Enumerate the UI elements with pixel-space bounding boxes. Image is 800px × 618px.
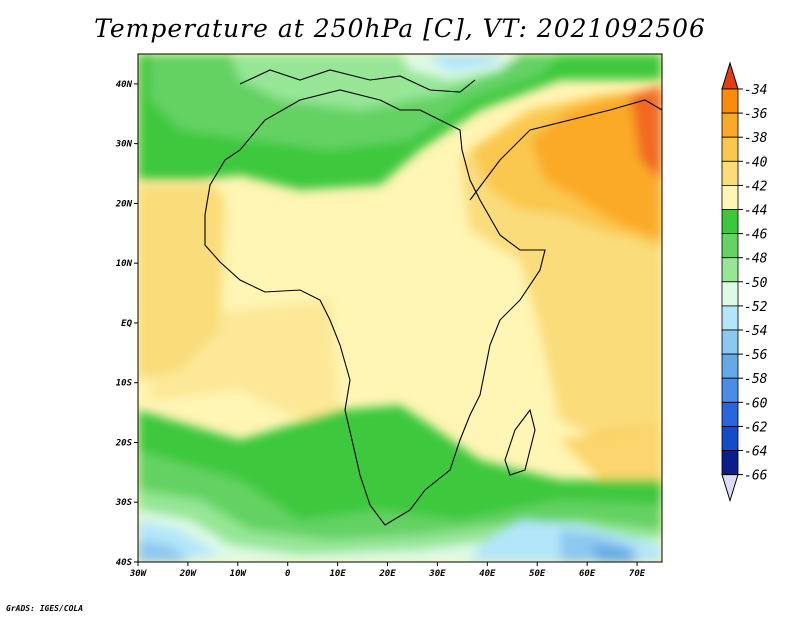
grads-credit: GrADS: IGES/COLA <box>6 604 84 613</box>
colorbar-swatch <box>721 209 739 235</box>
lat-tick-label: 40N <box>116 80 133 90</box>
lon-tick-label: 0 <box>285 569 291 579</box>
lat-tick-label: 40S <box>116 558 133 568</box>
colorbar-label: -52 <box>744 300 768 315</box>
colorbar-label: -60 <box>744 396 768 411</box>
map-title: Temperature at 250hPa [C], VT: 202109250… <box>94 14 706 43</box>
colorbar-swatch <box>721 160 739 186</box>
lon-tick-label: 20W <box>179 569 198 579</box>
colorbar-swatch <box>721 329 739 355</box>
lat-tick-label: 20N <box>115 199 133 209</box>
colorbar-swatch <box>721 184 739 210</box>
colorbar-swatch <box>721 377 739 403</box>
colorbar-label: -62 <box>744 420 768 435</box>
colorbar-label: -44 <box>744 204 767 219</box>
colorbar-label: -66 <box>744 469 768 484</box>
colorbar-label: -54 <box>744 324 767 339</box>
lat-tick-label: 10S <box>116 379 133 389</box>
colorbar-bottom-arrow <box>721 474 739 503</box>
colorbar-label: -50 <box>744 276 768 291</box>
colorbar: -34 -36 -38 -40 -42 -44 -46 -48 -50 -52 -54 -56 -58 -… <box>721 61 768 503</box>
colorbar-swatch <box>721 136 739 162</box>
colorbar-label: -56 <box>744 348 768 363</box>
lon-tick-label: 70E <box>629 569 646 579</box>
lat-tick-label: 30N <box>115 140 133 150</box>
colorbar-swatch <box>721 281 739 307</box>
lon-tick-label: 40E <box>479 569 496 579</box>
colorbar-label: -46 <box>744 228 768 243</box>
colorbar-label: -40 <box>744 155 768 170</box>
colorbar-label: -58 <box>744 372 768 387</box>
latitude-axis: 40N 30N 20N 10N EQ 10S 20S 30S 40S <box>115 80 138 568</box>
lat-tick-label: EQ <box>121 319 132 329</box>
longitude-axis: 30W 20W 10W 0 10E 20E 30E 40E 50E 60E 70E <box>129 562 646 579</box>
colorbar-label: -36 <box>744 107 768 122</box>
colorbar-swatch <box>721 257 739 283</box>
colorbar-swatch <box>721 233 739 259</box>
lon-tick-label: 30E <box>428 569 446 579</box>
temperature-field <box>138 54 662 562</box>
lon-tick-label: 10E <box>329 569 346 579</box>
colorbar-label: -34 <box>744 83 767 98</box>
colorbar-swatch <box>721 450 739 476</box>
colorbar-label: -64 <box>744 445 767 460</box>
colorbar-swatch <box>721 425 739 451</box>
colorbar-swatch <box>721 305 739 331</box>
colorbar-label: -48 <box>744 252 768 267</box>
lat-tick-label: 30S <box>115 498 133 508</box>
colorbar-label: -42 <box>744 179 768 194</box>
colorbar-top-arrow <box>721 61 739 90</box>
lon-tick-label: 30W <box>129 569 148 579</box>
colorbar-swatch <box>721 88 739 114</box>
coastline <box>204 69 662 526</box>
lat-tick-label: 20S <box>115 438 133 448</box>
lon-tick-label: 60E <box>579 569 596 579</box>
lon-tick-label: 20E <box>378 569 396 579</box>
lon-tick-label: 10W <box>230 569 248 579</box>
lon-tick-label: 50E <box>529 569 546 579</box>
colorbar-swatch <box>721 112 739 138</box>
colorbar-label: -38 <box>744 131 768 146</box>
map-frame <box>137 53 663 563</box>
colorbar-swatch <box>721 353 739 379</box>
colorbar-swatch <box>721 401 739 427</box>
lat-tick-label: 10N <box>116 259 133 269</box>
